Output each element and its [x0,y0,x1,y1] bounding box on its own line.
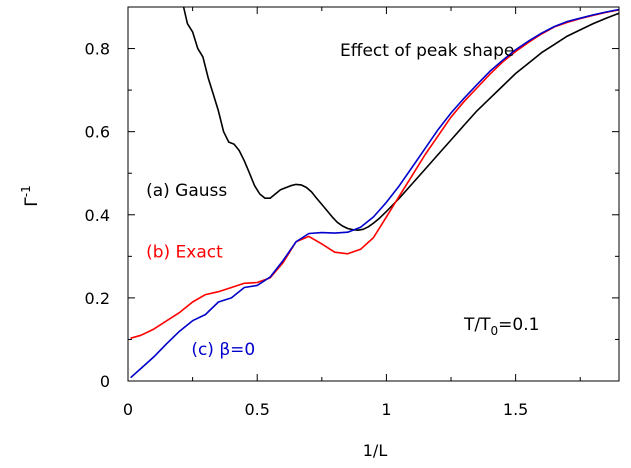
temperature-annotation: T/T0=0.1 [463,315,539,338]
y-axis-label: Γ-1 [19,185,42,206]
y-tick-label: 0.6 [85,123,110,142]
y-tick-label: 0.4 [85,206,110,225]
series-line [182,6,620,231]
y-tick-label: 0 [100,372,110,391]
series-label: (b) Exact [146,243,223,263]
y-tick-label: 0.2 [85,289,110,308]
plot-area [128,7,619,381]
x-tick-label: 0.5 [244,400,269,419]
ticks-layer: 0 0.5 1 1.5 0 0.2 0.4 0.6 0.8 [85,7,619,419]
y-axis-label-sup: -1 [19,185,33,197]
series-line [130,8,620,379]
x-tick-label: 1.5 [503,400,528,419]
series-labels: (a) Gauss (b) Exact (c) β=0 [146,181,255,360]
y-axis-label-base: Γ [22,197,42,207]
y-tick-label: 0.8 [85,40,110,59]
plot-frame [127,6,620,382]
series-label: (c) β=0 [191,340,255,360]
series-label: (a) Gauss [146,181,227,201]
x-axis-label: 1/L [363,441,388,460]
x-tick-label: 1 [381,400,391,419]
x-tick-label: 0 [123,400,133,419]
chart-title: Effect of peak shape [340,41,514,61]
series-layer [130,6,620,379]
